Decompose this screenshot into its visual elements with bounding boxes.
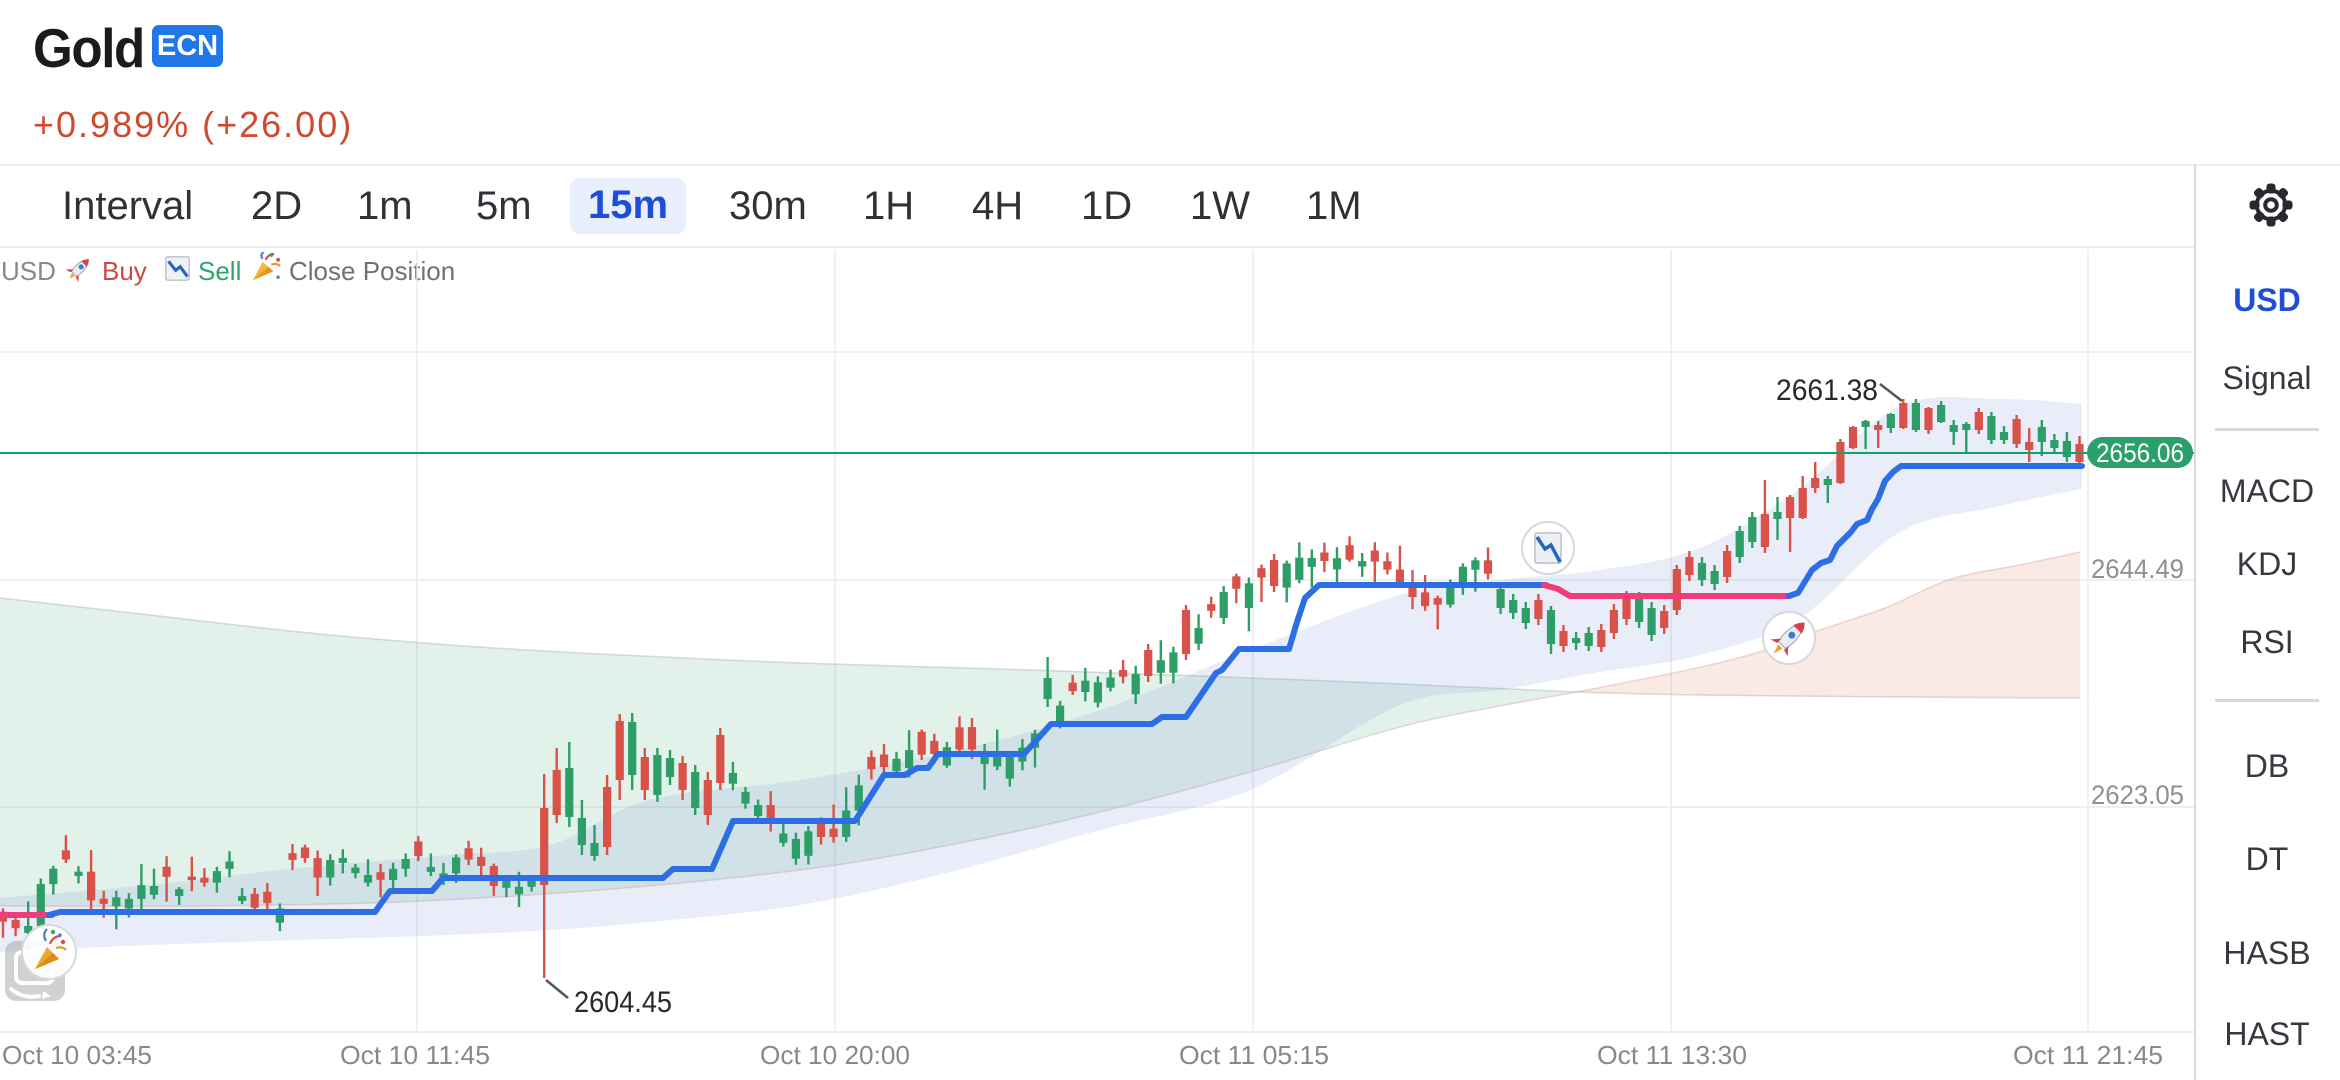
svg-text:2661.38: 2661.38 [1776, 374, 1878, 407]
svg-text:2604.45: 2604.45 [574, 986, 672, 1019]
svg-text:2623.05: 2623.05 [2091, 780, 2184, 810]
svg-text:Oct 11 13:30: Oct 11 13:30 [1597, 1040, 1747, 1070]
svg-text:Oct 10 03:45: Oct 10 03:45 [2, 1040, 152, 1070]
svg-text:Oct 11 21:45: Oct 11 21:45 [2013, 1040, 2163, 1070]
svg-text:Oct 11 05:15: Oct 11 05:15 [1179, 1040, 1329, 1070]
svg-text:2656.06: 2656.06 [2096, 438, 2184, 468]
svg-text:Oct 10 20:00: Oct 10 20:00 [760, 1040, 910, 1070]
svg-text:Oct 10 11:45: Oct 10 11:45 [340, 1040, 490, 1070]
svg-text:2644.49: 2644.49 [2091, 554, 2184, 584]
